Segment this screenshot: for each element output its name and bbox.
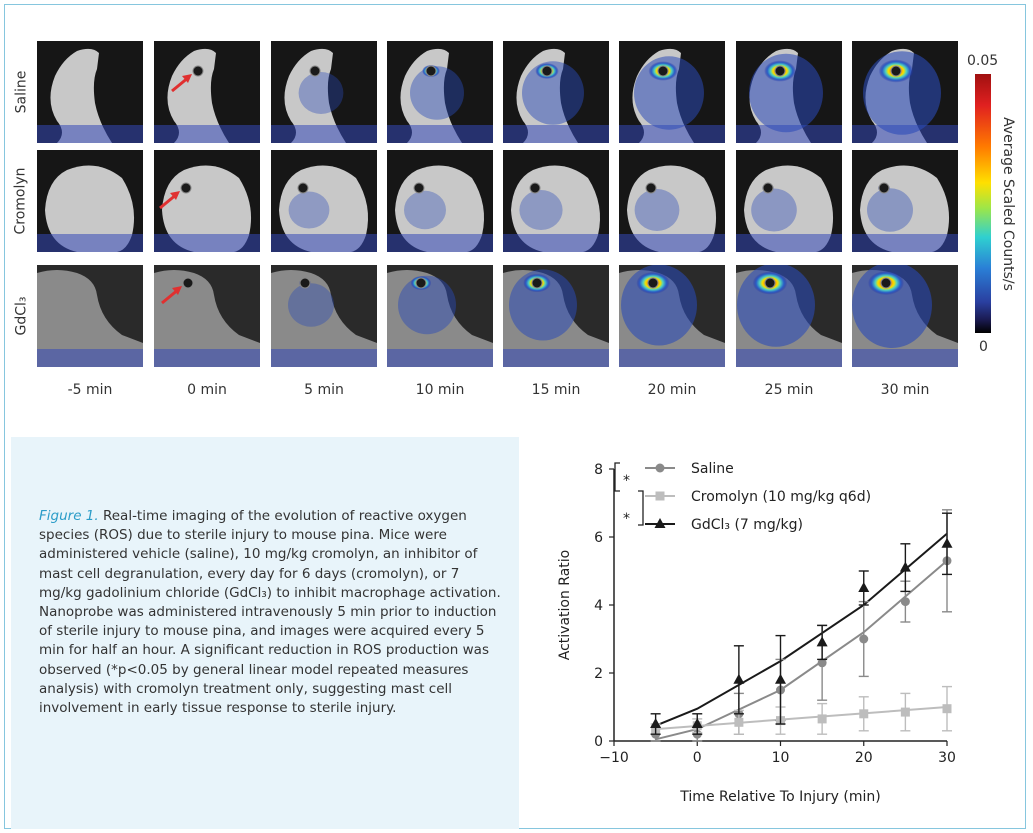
pinna-saline-image <box>619 41 725 143</box>
colorbar-max-label: 0.05 <box>967 53 999 69</box>
data-point-gdcl3 <box>941 537 953 548</box>
legend-marker-circle <box>655 463 665 473</box>
pinna-cromolyn-image <box>37 150 143 252</box>
colorbar <box>975 74 991 333</box>
caption-text: Real-time imaging of the evolution of re… <box>39 508 501 717</box>
data-point-saline <box>817 658 827 668</box>
legend-marker-square <box>655 491 665 501</box>
pinna-saline-image <box>37 41 143 143</box>
y-tick-label: 8 <box>594 462 603 478</box>
pinna-cromolyn-image <box>387 150 493 252</box>
pinna-gdcl3-image <box>37 265 143 367</box>
legend-label: Saline <box>691 461 734 477</box>
pinna-gdcl3-image <box>387 265 493 367</box>
pinna-cromolyn-image <box>503 150 609 252</box>
pinna-cromolyn-image <box>271 150 377 252</box>
timepoint-label: 15 min <box>531 382 581 398</box>
timepoint-label: 10 min <box>415 382 465 398</box>
pinna-cromolyn-image <box>154 150 260 252</box>
legend-label: Cromolyn (10 mg/kg q6d) <box>691 489 871 505</box>
timepoint-label: 0 min <box>187 382 227 398</box>
pinna-saline-image <box>852 41 958 143</box>
data-point-saline <box>859 634 869 644</box>
figure-caption: Figure 1. Real-time imaging of the evolu… <box>39 507 501 718</box>
pinna-cromolyn-image <box>852 150 958 252</box>
colorbar-min-label: 0 <box>979 339 988 355</box>
y-tick-label: 0 <box>594 734 603 750</box>
figure-frame: Saline Cromolyn GdCl₃ -5 min 0 min 5 min 10 mi… <box>4 4 1026 829</box>
pinna-gdcl3-image <box>271 265 377 367</box>
pinna-gdcl3-image <box>852 265 958 367</box>
data-point-cromolyn <box>734 717 744 727</box>
row-label-2: GdCl₃ <box>13 296 30 336</box>
x-tick-label: 30 <box>938 750 956 766</box>
caption-panel: Figure 1. Real-time imaging of the evolu… <box>11 437 519 829</box>
y-axis-label: Activation Ratio <box>557 550 573 660</box>
y-tick-label: 4 <box>594 598 603 614</box>
data-point-cromolyn <box>859 709 869 719</box>
data-point-gdcl3 <box>775 673 786 684</box>
y-tick-label: 2 <box>594 666 603 682</box>
y-tick-label: 6 <box>594 530 603 546</box>
timepoint-label: 20 min <box>647 382 697 398</box>
data-point-cromolyn <box>900 707 910 717</box>
fit-line-1 <box>655 706 948 731</box>
timepoint-label: 30 min <box>880 382 930 398</box>
data-point-gdcl3 <box>816 636 828 647</box>
significance-star: * <box>623 473 630 489</box>
data-point-cromolyn <box>817 714 827 724</box>
pinna-saline-image <box>736 41 842 143</box>
pinna-gdcl3-image <box>619 265 725 367</box>
significance-star: * <box>623 511 630 527</box>
x-tick-label: 10 <box>772 750 790 766</box>
x-tick-label: −10 <box>599 750 629 766</box>
legend-marker-triangle <box>654 518 666 528</box>
significance-bracket <box>638 490 644 526</box>
data-point-gdcl3 <box>650 718 662 728</box>
data-point-gdcl3 <box>733 673 745 684</box>
row-label-1: Cromolyn <box>13 167 30 235</box>
fit-line-2 <box>655 532 948 727</box>
data-point-gdcl3 <box>858 582 870 592</box>
pinna-cromolyn-image <box>736 150 842 252</box>
pinna-cromolyn-image <box>619 150 725 252</box>
row-label-0: Saline <box>13 70 30 114</box>
timepoint-label: 5 min <box>304 382 344 398</box>
timepoint-label: 25 min <box>764 382 814 398</box>
pinna-saline-image <box>503 41 609 143</box>
pinna-gdcl3-image <box>154 265 260 367</box>
x-axis-label: Time Relative To Injury (min) <box>679 789 880 805</box>
colorbar-title: Average Scaled Counts/s <box>1000 116 1017 291</box>
pinna-saline-image <box>387 41 493 143</box>
data-point-saline <box>900 597 910 607</box>
pinna-saline-image <box>154 41 260 143</box>
data-point-cromolyn <box>942 704 952 714</box>
x-tick-label: 20 <box>855 750 873 766</box>
timepoint-label: -5 min <box>67 382 113 398</box>
legend-label: GdCl₃ (7 mg/kg) <box>691 517 803 533</box>
pinna-gdcl3-image <box>503 265 609 367</box>
pinna-gdcl3-image <box>736 265 842 367</box>
x-tick-label: 0 <box>693 750 702 766</box>
figure-label: Figure 1. <box>39 508 99 524</box>
data-point-gdcl3 <box>691 718 703 728</box>
pinna-saline-image <box>271 41 377 143</box>
significance-bracket <box>614 462 620 492</box>
data-point-gdcl3 <box>899 561 911 572</box>
